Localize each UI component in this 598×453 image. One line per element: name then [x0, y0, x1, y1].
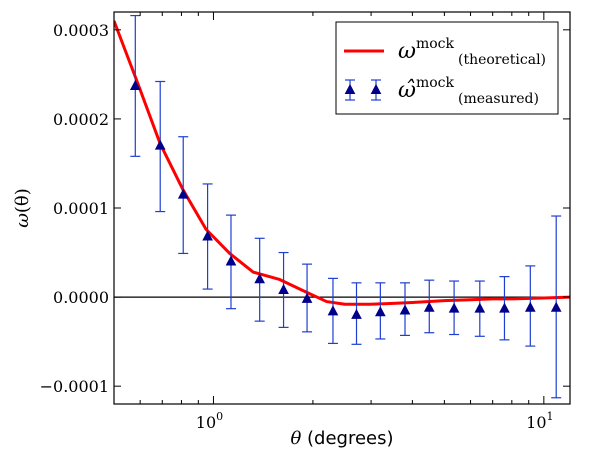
errorbar-point [177, 136, 189, 255]
errorbar-point [550, 215, 562, 399]
data-marker-triangle [254, 273, 265, 284]
data-marker-triangle [448, 302, 460, 313]
errorbar-point [278, 251, 289, 328]
data-marker-triangle [399, 304, 411, 315]
errorbar-point [327, 277, 339, 345]
errorbar-point [154, 80, 166, 213]
data-marker-triangle [423, 301, 435, 312]
data-marker-triangle [474, 302, 486, 313]
y-axis-label-text: (θ) [12, 188, 33, 213]
legend-theoretical-sup: mock [416, 36, 455, 52]
errorbar-point [351, 282, 362, 345]
y-axis-label-symbol: ω [12, 213, 33, 228]
data-marker-triangle [278, 283, 289, 294]
errorbar-point [301, 263, 313, 333]
data-marker-triangle [524, 301, 536, 312]
legend-theoretical-symbol: ω [398, 39, 416, 64]
y-tick-label: 0.0002 [53, 110, 109, 129]
data-marker-triangle [225, 255, 237, 266]
legend-measured-sup: mock [416, 75, 455, 91]
errorbar-point [129, 14, 141, 157]
data-marker-triangle [202, 230, 213, 241]
x-axis-label: θ (degrees) [290, 428, 393, 449]
y-tick-label: 0.0001 [53, 199, 109, 218]
errorbar-point [202, 183, 213, 290]
data-marker-triangle [375, 306, 386, 317]
legend-marker-triangle [370, 83, 382, 94]
errorbar-point [474, 280, 486, 337]
data-marker-triangle [327, 305, 339, 316]
data-marker-triangle [177, 188, 189, 199]
data-marker-triangle [129, 79, 141, 90]
legend-theoretical-label: ωmock(theoretical) [398, 36, 546, 68]
errorbar-point [448, 280, 460, 336]
y-axis-label: ω(θ) [12, 188, 33, 228]
legend-errorbar-swatch [344, 79, 382, 101]
legend-marker-triangle [344, 83, 356, 94]
errorbar-point [399, 282, 411, 336]
y-tick-label: 0.0003 [53, 21, 109, 40]
y-tick-label: 0.0000 [53, 288, 109, 307]
legend: ωmock(theoretical) ω̂mock(measured) [335, 21, 559, 115]
legend-theoretical-sub: (theoretical) [458, 52, 546, 68]
errorbar-point [524, 265, 536, 347]
errorbar-point [225, 214, 237, 310]
x-axis-label-text: (degrees) [301, 428, 393, 449]
x-tick-label: 100 [196, 410, 223, 432]
legend-measured-label: ω̂mock(measured) [398, 75, 539, 107]
data-marker-triangle [499, 302, 510, 313]
legend-measured-symbol: ω̂ [398, 78, 416, 103]
x-tick-label: 101 [526, 410, 553, 432]
data-marker-triangle [351, 308, 362, 319]
data-marker-triangle [550, 301, 562, 312]
x-axis-label-symbol: θ [290, 428, 301, 449]
data-marker-triangle [154, 139, 166, 150]
y-tick-label: −0.0001 [40, 377, 109, 396]
legend-measured-sub: (measured) [458, 91, 539, 107]
errorbar-point [423, 279, 435, 334]
legend-box [335, 21, 559, 115]
errorbar-point [254, 237, 265, 322]
errorbar-point [375, 282, 386, 340]
data-marker-triangle [301, 292, 313, 303]
errorbar-point [499, 276, 510, 341]
